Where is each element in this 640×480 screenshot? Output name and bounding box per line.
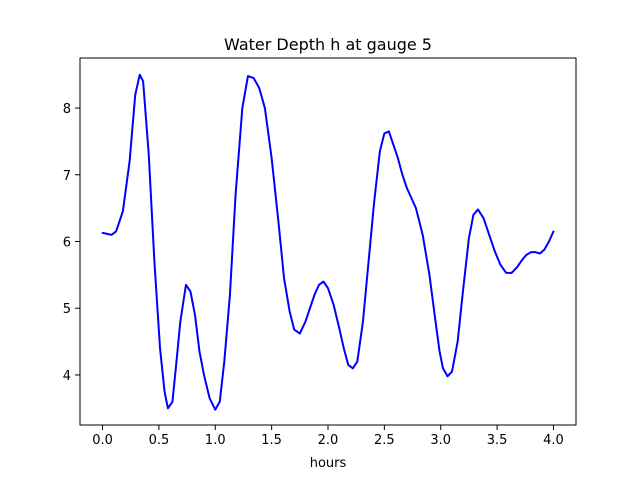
y-tick-label: 7: [63, 169, 71, 184]
x-tick-label: 1.0: [205, 433, 226, 448]
x-tick-label: 2.0: [318, 433, 339, 448]
plot-area: 0.0 0.5 1.0 1.5 2.0 2.5 3.0 3.5 4.0 4 5 6 7 8: [63, 57, 577, 448]
y-tick-label: 5: [63, 302, 71, 317]
x-tick-label: 3.5: [487, 433, 508, 448]
y-tick-label: 4: [63, 369, 71, 384]
chart-title: Water Depth h at gauge 5: [224, 35, 432, 54]
x-tick-label: 0.5: [149, 433, 170, 448]
x-tick-label: 4.0: [543, 433, 564, 448]
y-tick-label: 8: [63, 102, 71, 117]
y-tick-label: 6: [63, 236, 71, 251]
x-tick-label: 2.5: [374, 433, 395, 448]
x-tick-label: 3.0: [430, 433, 451, 448]
series-line-0: [101, 73, 555, 411]
x-axis-label: hours: [310, 456, 347, 471]
x-tick-label: 0.0: [92, 433, 113, 448]
x-tick-label: 1.5: [261, 433, 282, 448]
